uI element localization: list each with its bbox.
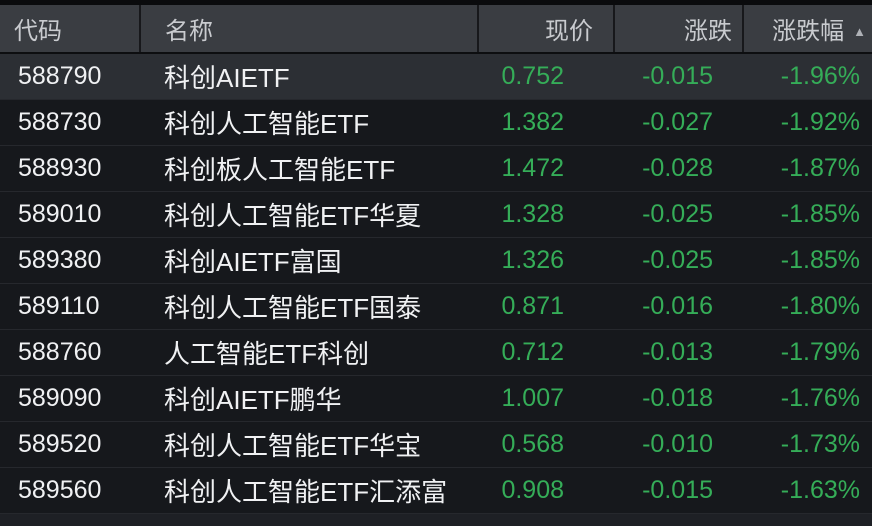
stock-code: 589560 <box>18 475 102 504</box>
stock-change-pct: -1.96% <box>780 61 860 90</box>
stock-code: 588730 <box>18 107 102 136</box>
stock-name: 人工智能ETF科创 <box>164 338 370 369</box>
stock-price: 0.752 <box>501 61 564 90</box>
stock-change-pct: -1.63% <box>780 475 860 504</box>
table-row[interactable]: 588730 科创人工智能ETF 1.382 -0.027 -1.92% <box>0 99 872 145</box>
stock-change-pct: -1.85% <box>780 245 860 274</box>
stock-code: 589110 <box>18 291 100 320</box>
stock-change-pct: -1.85% <box>780 199 860 228</box>
stock-code: 588790 <box>18 61 102 90</box>
header-change-pct[interactable]: 涨跌幅 ▲ <box>742 5 872 54</box>
stock-code: 588760 <box>18 337 102 366</box>
stock-change: -0.018 <box>642 383 713 412</box>
stock-price: 0.871 <box>501 291 564 320</box>
stock-change-pct: -1.76% <box>780 383 860 412</box>
stock-name: 科创人工智能ETF <box>164 108 370 139</box>
stock-code: 589520 <box>18 429 102 458</box>
window-top-edge <box>0 0 872 5</box>
stock-price: 1.382 <box>501 107 564 136</box>
stock-change-pct: -1.73% <box>780 429 860 458</box>
table-row[interactable]: 589380 科创AIETF富国 1.326 -0.025 -1.85% <box>0 237 872 283</box>
stock-change: -0.027 <box>642 107 713 136</box>
header-name[interactable]: 名称 <box>139 5 478 54</box>
stock-change-pct: -1.92% <box>780 107 860 136</box>
header-change[interactable]: 涨跌 <box>613 5 743 54</box>
table-row[interactable]: 589110 科创人工智能ETF国泰 0.871 -0.016 -1.80% <box>0 283 872 329</box>
stock-change: -0.025 <box>642 245 713 274</box>
stock-change: -0.010 <box>642 429 713 458</box>
stock-name: 科创人工智能ETF华宝 <box>164 430 422 461</box>
stock-price: 1.328 <box>501 199 564 228</box>
header-price[interactable]: 现价 <box>477 5 614 54</box>
stock-change: -0.028 <box>642 153 713 182</box>
stock-change: -0.025 <box>642 199 713 228</box>
stock-code: 589090 <box>18 383 102 412</box>
stock-code: 588930 <box>18 153 102 182</box>
table-row[interactable]: 588760 人工智能ETF科创 0.712 -0.013 -1.79% <box>0 329 872 375</box>
table-row[interactable]: 588930 科创板人工智能ETF 1.472 -0.028 -1.87% <box>0 145 872 191</box>
stock-change: -0.015 <box>642 475 713 504</box>
table-row[interactable]: 589010 科创人工智能ETF华夏 1.328 -0.025 -1.85% <box>0 191 872 237</box>
table-bottom-spacer <box>0 513 872 526</box>
stock-change: -0.016 <box>642 291 713 320</box>
table-row[interactable]: 589090 科创AIETF鹏华 1.007 -0.018 -1.76% <box>0 375 872 421</box>
stock-change-pct: -1.79% <box>780 337 860 366</box>
table-header-row: 代码 名称 现价 涨跌 涨跌幅 ▲ <box>0 5 872 54</box>
stock-name: 科创人工智能ETF汇添富 <box>164 476 448 507</box>
stock-change: -0.015 <box>642 61 713 90</box>
stock-code: 589010 <box>18 199 102 228</box>
header-code[interactable]: 代码 <box>0 5 140 54</box>
table-row[interactable]: 588790 科创AIETF 0.752 -0.015 -1.96% <box>0 53 872 99</box>
etf-quote-table: 代码 名称 现价 涨跌 涨跌幅 ▲ 588790 科创AIETF 0.752 -0… <box>0 5 872 513</box>
table-body: 588790 科创AIETF 0.752 -0.015 -1.96% 58873… <box>0 53 872 513</box>
stock-name: 科创人工智能ETF华夏 <box>164 200 422 231</box>
stock-code: 589380 <box>18 245 102 274</box>
stock-name: 科创人工智能ETF国泰 <box>164 292 422 323</box>
stock-name: 科创AIETF <box>164 62 290 93</box>
stock-change-pct: -1.87% <box>780 153 860 182</box>
sort-ascending-icon: ▲ <box>853 24 866 39</box>
stock-price: 0.568 <box>501 429 564 458</box>
stock-name: 科创AIETF富国 <box>164 246 342 277</box>
stock-change: -0.013 <box>642 337 713 366</box>
stock-name: 科创板人工智能ETF <box>164 154 396 185</box>
stock-change-pct: -1.80% <box>780 291 860 320</box>
stock-price: 0.908 <box>501 475 564 504</box>
stock-price: 1.472 <box>501 153 564 182</box>
table-row[interactable]: 589560 科创人工智能ETF汇添富 0.908 -0.015 -1.63% <box>0 467 872 513</box>
stock-price: 1.326 <box>501 245 564 274</box>
stock-name: 科创AIETF鹏华 <box>164 384 342 415</box>
header-change-pct-label: 涨跌幅 <box>772 18 845 45</box>
stock-price: 0.712 <box>501 337 564 366</box>
table-row[interactable]: 589520 科创人工智能ETF华宝 0.568 -0.010 -1.73% <box>0 421 872 467</box>
stock-price: 1.007 <box>501 383 564 412</box>
